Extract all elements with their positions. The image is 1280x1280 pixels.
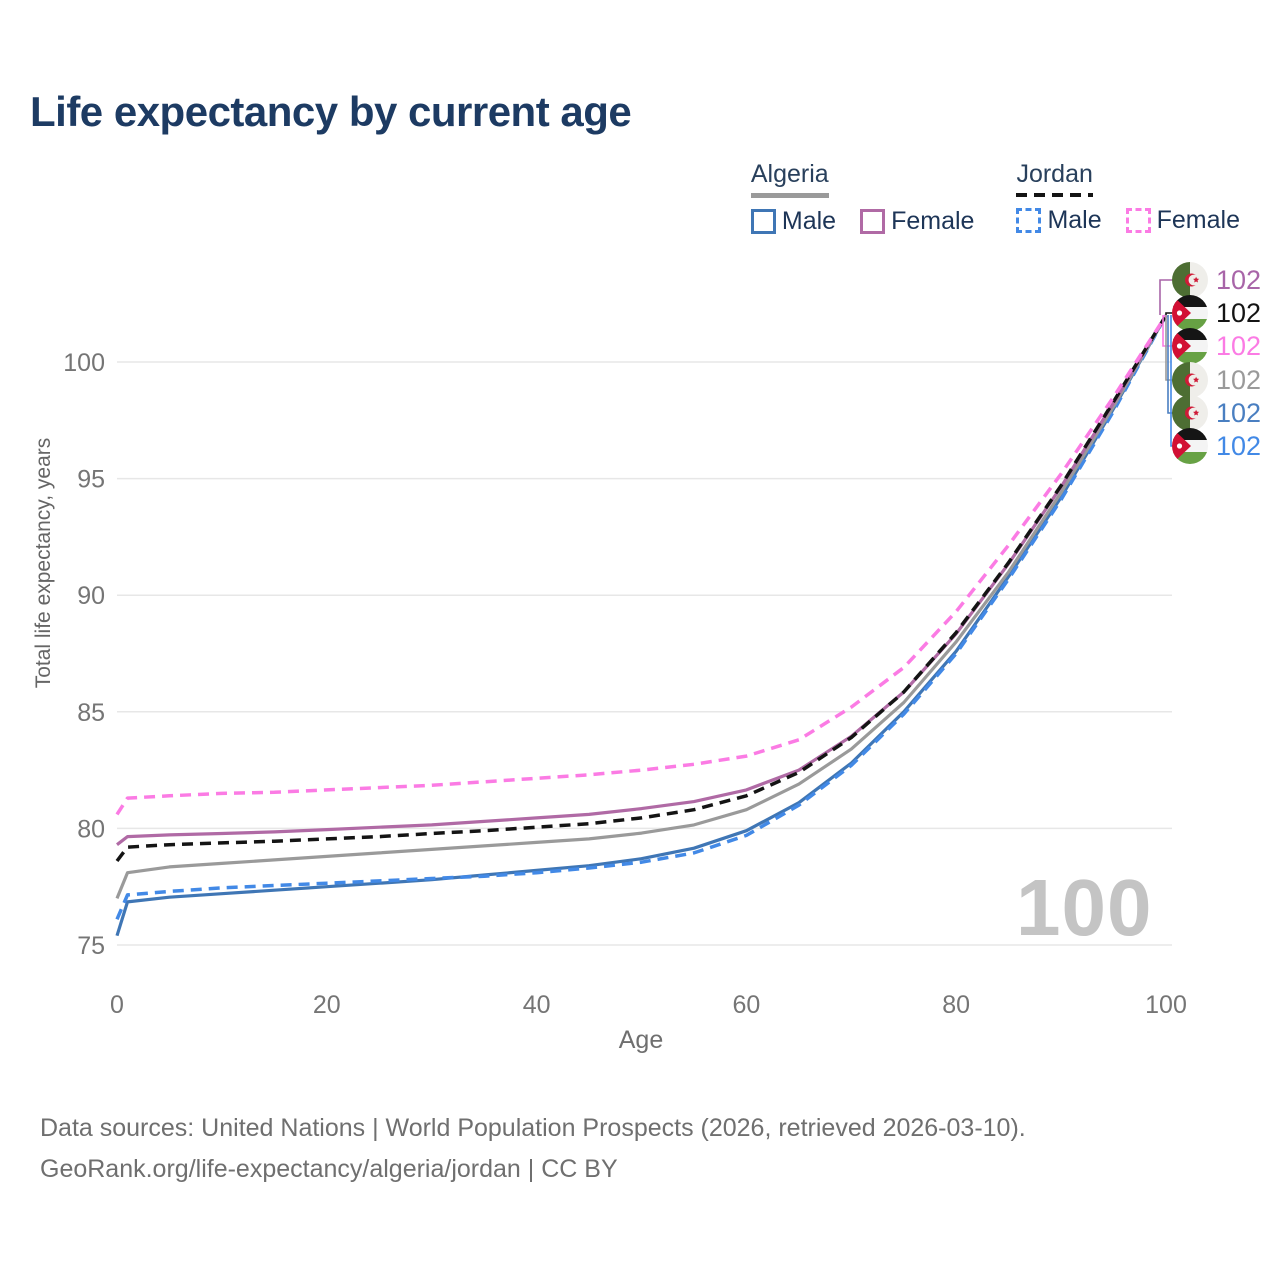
legend-item-algeria-female[interactable]: Female	[860, 207, 974, 236]
legend-group-algeria: Algeria Male Female	[750, 160, 974, 236]
x-tick-label: 40	[523, 991, 551, 1019]
end-label-row: 102	[1172, 295, 1261, 331]
end-value: 102	[1216, 364, 1262, 395]
legend-country-algeria-label: Algeria	[750, 160, 829, 188]
algeria-flag-icon	[1172, 262, 1208, 298]
legend-label-algeria-male: Male	[781, 207, 837, 235]
x-tick-label: 20	[313, 991, 341, 1019]
legend: Algeria Male Female Jordan	[750, 160, 1240, 236]
footer: Data sources: United Nations | World Pop…	[40, 1108, 1026, 1190]
footer-sources: Data sources: United Nations | World Pop…	[40, 1114, 1026, 1142]
y-tick-label: 85	[77, 699, 105, 727]
end-label-row: 102	[1172, 362, 1261, 398]
leader-line-icon	[1159, 279, 1174, 315]
legend-country-jordan[interactable]: Jordan	[1016, 160, 1093, 197]
jordan-dashed-line-icon	[1016, 193, 1093, 197]
page-title: Life expectancy by current age	[30, 88, 632, 135]
legend-item-jordan-female[interactable]: Female	[1125, 206, 1240, 235]
age-watermark: 100	[1016, 863, 1153, 952]
series-line-jordan-male[interactable]	[115, 314, 1168, 920]
jordan-flag-icon	[1172, 328, 1208, 364]
x-tick-label: 100	[1145, 991, 1187, 1019]
legend-item-algeria-male[interactable]: Male	[750, 207, 837, 236]
legend-label-jordan-male: Male	[1047, 206, 1102, 234]
x-tick-label: 80	[942, 991, 970, 1019]
algeria-flag-icon	[1172, 362, 1208, 398]
jordan-flag	[1172, 428, 1208, 464]
y-tick-label: 90	[77, 582, 105, 610]
jordan-flag-icon	[1172, 295, 1208, 331]
jordan-flag-icon	[1172, 428, 1208, 464]
y-tick-label: 95	[77, 466, 105, 494]
series-line-algeria-all[interactable]	[115, 314, 1168, 900]
legend-item-jordan-male[interactable]: Male	[1016, 206, 1102, 235]
series-line-algeria-female[interactable]	[116, 314, 1168, 846]
jordan-flag	[1172, 295, 1208, 331]
end-value: 102	[1216, 430, 1262, 461]
end-label-row: 102	[1172, 395, 1261, 431]
y-tick-label: 80	[77, 815, 105, 843]
end-value: 102	[1216, 264, 1262, 295]
legend-group-jordan: Jordan Male Female	[1016, 160, 1240, 236]
legend-country-algeria[interactable]: Algeria	[750, 160, 829, 198]
legend-label-algeria-female: Female	[891, 207, 975, 235]
end-label-row: 102	[1172, 428, 1261, 464]
algeria-flag	[1172, 362, 1208, 398]
end-label-row: 102	[1172, 328, 1261, 364]
algeria-flag	[1172, 395, 1208, 431]
end-value: 102	[1216, 297, 1262, 328]
x-tick-label: 60	[732, 991, 760, 1019]
y-tick-label: 100	[63, 349, 105, 377]
x-axis-title: Age	[618, 1026, 664, 1054]
series-line-jordan-all[interactable]	[115, 314, 1168, 863]
end-value: 102	[1216, 397, 1262, 428]
end-value: 102	[1216, 330, 1262, 361]
algeria-female-swatch-icon	[860, 209, 886, 234]
jordan-flag	[1172, 328, 1208, 364]
algeria-flag	[1172, 262, 1208, 298]
footer-attribution: GeoRank.org/life-expectancy/algeria/jord…	[40, 1155, 618, 1183]
algeria-flag-icon	[1172, 395, 1208, 431]
jordan-male-swatch-icon	[1016, 208, 1042, 233]
leader-line-icon	[1165, 312, 1174, 315]
end-label-row: 102	[1172, 262, 1261, 298]
algeria-solid-line-icon	[750, 193, 829, 198]
x-tick-label: 0	[110, 991, 124, 1019]
jordan-female-swatch-icon	[1125, 208, 1151, 233]
algeria-male-swatch-icon	[750, 209, 776, 234]
series-line-jordan-female[interactable]	[115, 314, 1168, 816]
y-tick-label: 75	[77, 932, 105, 960]
legend-label-jordan-female: Female	[1156, 206, 1240, 234]
legend-country-jordan-label: Jordan	[1016, 160, 1093, 188]
